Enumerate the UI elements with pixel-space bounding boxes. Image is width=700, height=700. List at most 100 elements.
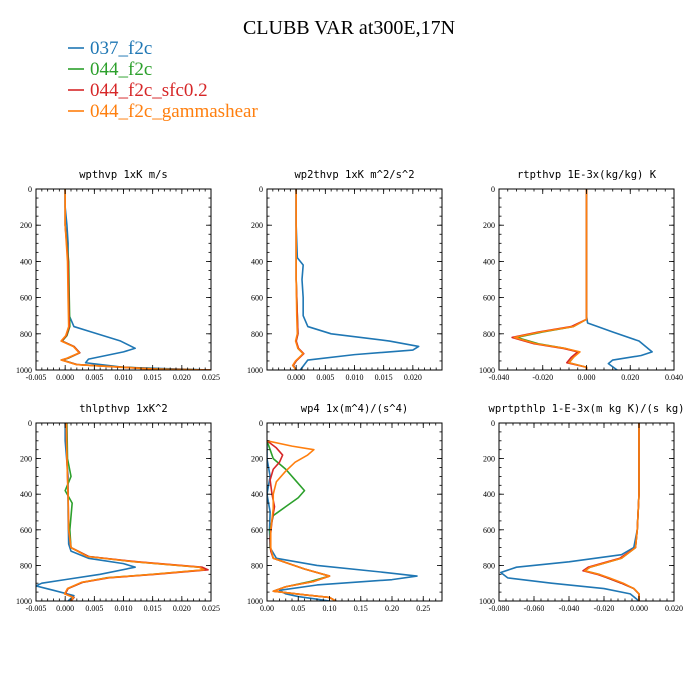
panel-5: wp4 1x(m^4)/(s^4) 0.00 0.05 0.10 0.15 0.20 0.2… bbox=[247, 403, 443, 613]
series-group bbox=[511, 189, 653, 370]
y-tick-label: 1000 bbox=[247, 366, 263, 375]
legend-label: 037_f2c bbox=[90, 38, 152, 59]
panel-title: wp4 1x(m^4)/(s^4) bbox=[301, 403, 408, 415]
y-tick-label: 400 bbox=[483, 490, 495, 499]
y-tick-label: 0 bbox=[491, 185, 495, 194]
y-tick-label: 800 bbox=[20, 330, 32, 339]
y-tick-label: 800 bbox=[251, 561, 263, 570]
x-tick-label: 0.015 bbox=[144, 373, 162, 382]
y-tick-label: 200 bbox=[483, 221, 495, 230]
y-tick-label: 800 bbox=[483, 561, 495, 570]
panel-title: wp2thvp 1xK m^2/s^2 bbox=[294, 169, 414, 181]
x-tick-label: -0.020 bbox=[594, 604, 615, 613]
y-tick-label: 200 bbox=[20, 455, 32, 464]
series-line-4 bbox=[63, 423, 205, 601]
series-line-2 bbox=[515, 189, 588, 370]
panel-3: rtpthvp 1E-3x(kg/kg) K -0.040 -0.020 0.000 0… bbox=[479, 169, 683, 382]
series-line-4 bbox=[513, 189, 588, 370]
y-tick-label: 0 bbox=[28, 185, 32, 194]
y-tick-label: 600 bbox=[483, 294, 495, 303]
x-tick-label: 0.000 bbox=[578, 373, 596, 382]
panel-title: thlpthvp 1xK^2 bbox=[79, 403, 168, 415]
y-tick-label: 1000 bbox=[16, 597, 32, 606]
x-tick-label: 0.05 bbox=[291, 604, 305, 613]
panel-1: wpthvp 1xK m/s -0.005 0.000 0.005 0.010 0.015… bbox=[16, 169, 220, 382]
x-tick-label: -0.005 bbox=[26, 373, 47, 382]
panel-4: thlpthvp 1xK^2 -0.005 0.000 0.005 0.010 0.015… bbox=[16, 403, 220, 613]
x-tick-label: 0.040 bbox=[665, 373, 683, 382]
y-tick-label: 200 bbox=[251, 455, 263, 464]
series-line-3 bbox=[60, 189, 211, 370]
x-tick-label: 0.000 bbox=[56, 604, 74, 613]
series-line-2 bbox=[583, 423, 640, 601]
y-tick-label: 1000 bbox=[479, 366, 495, 375]
y-tick-label: 400 bbox=[20, 490, 32, 499]
legend-entry: 044_f2c_sfc0.2 bbox=[68, 80, 208, 101]
plot-frame bbox=[498, 422, 675, 602]
panel-title: wpthvp 1xK m/s bbox=[79, 169, 168, 181]
series-line-1 bbox=[295, 189, 420, 370]
series-line-2 bbox=[61, 189, 211, 370]
x-tick-label: -0.020 bbox=[532, 373, 553, 382]
x-tick-label: -0.005 bbox=[26, 604, 47, 613]
figure-title: CLUBB VAR at300E,17N bbox=[243, 17, 455, 39]
y-tick-label: 0 bbox=[259, 419, 263, 428]
series-line-3 bbox=[582, 423, 640, 601]
x-tick-label: 0.25 bbox=[416, 604, 430, 613]
x-tick-label: 0.010 bbox=[346, 373, 364, 382]
x-tick-label: 0.000 bbox=[56, 373, 74, 382]
series-line-4 bbox=[267, 440, 337, 601]
x-tick-label: 0.000 bbox=[287, 373, 305, 382]
y-tick-label: 600 bbox=[251, 526, 263, 535]
x-tick-label: 0.005 bbox=[85, 373, 103, 382]
panel-title: wprtpthlp 1-E-3x(m kg K)/(s kg) bbox=[489, 403, 685, 415]
panel-6: wprtpthlp 1-E-3x(m kg K)/(s kg) -0.080 -0.… bbox=[479, 403, 684, 613]
y-tick-label: 0 bbox=[491, 419, 495, 428]
series-group bbox=[60, 189, 211, 370]
y-tick-label: 1000 bbox=[479, 597, 495, 606]
x-tick-label: 0.000 bbox=[630, 604, 648, 613]
y-tick-label: 600 bbox=[251, 294, 263, 303]
x-tick-label: -0.060 bbox=[524, 604, 545, 613]
x-tick-label: 0.10 bbox=[323, 604, 337, 613]
x-tick-label: 0.020 bbox=[173, 604, 191, 613]
series-group bbox=[291, 189, 420, 370]
series-line-4 bbox=[291, 189, 304, 370]
plot-frame bbox=[266, 422, 443, 602]
series-line-1 bbox=[499, 423, 640, 601]
x-tick-label: 0.015 bbox=[144, 604, 162, 613]
panel-grid: wpthvp 1xK m/s -0.005 0.000 0.005 0.010 0.015… bbox=[16, 169, 684, 613]
y-tick-label: 800 bbox=[20, 561, 32, 570]
y-tick-label: 200 bbox=[483, 455, 495, 464]
plot-frame bbox=[266, 188, 443, 371]
panel-2: wp2thvp 1xK m^2/s^2 0.000 0.005 0.010 0.015 0… bbox=[247, 169, 443, 382]
series-group bbox=[499, 423, 640, 601]
y-tick-label: 200 bbox=[20, 221, 32, 230]
x-tick-label: -0.080 bbox=[489, 604, 510, 613]
x-tick-label: 0.015 bbox=[375, 373, 393, 382]
y-tick-label: 1000 bbox=[16, 366, 32, 375]
panel-title: rtpthvp 1E-3x(kg/kg) K bbox=[517, 169, 657, 181]
x-tick-label: 0.20 bbox=[385, 604, 399, 613]
y-tick-label: 800 bbox=[251, 330, 263, 339]
series-line-4 bbox=[583, 423, 640, 601]
y-tick-label: 400 bbox=[20, 257, 32, 266]
x-tick-label: -0.040 bbox=[489, 373, 510, 382]
x-tick-label: 0.010 bbox=[115, 604, 133, 613]
y-tick-label: 0 bbox=[28, 419, 32, 428]
series-line-1 bbox=[36, 423, 136, 601]
legend-entry: 037_f2c bbox=[68, 38, 152, 59]
series-line-1 bbox=[64, 189, 211, 370]
x-tick-label: 0.025 bbox=[202, 604, 220, 613]
legend: 037_f2c 044_f2c 044_f2c_sfc0.2 044_f2c_g… bbox=[68, 38, 258, 122]
plot-frame bbox=[35, 422, 212, 602]
y-tick-label: 600 bbox=[20, 526, 32, 535]
y-tick-label: 600 bbox=[483, 526, 495, 535]
y-tick-label: 1000 bbox=[247, 597, 263, 606]
series-line-2 bbox=[64, 423, 206, 601]
x-tick-label: 0.025 bbox=[202, 373, 220, 382]
x-tick-label: 0.020 bbox=[404, 373, 422, 382]
series-line-3 bbox=[511, 189, 588, 370]
series-line-1 bbox=[267, 440, 418, 601]
